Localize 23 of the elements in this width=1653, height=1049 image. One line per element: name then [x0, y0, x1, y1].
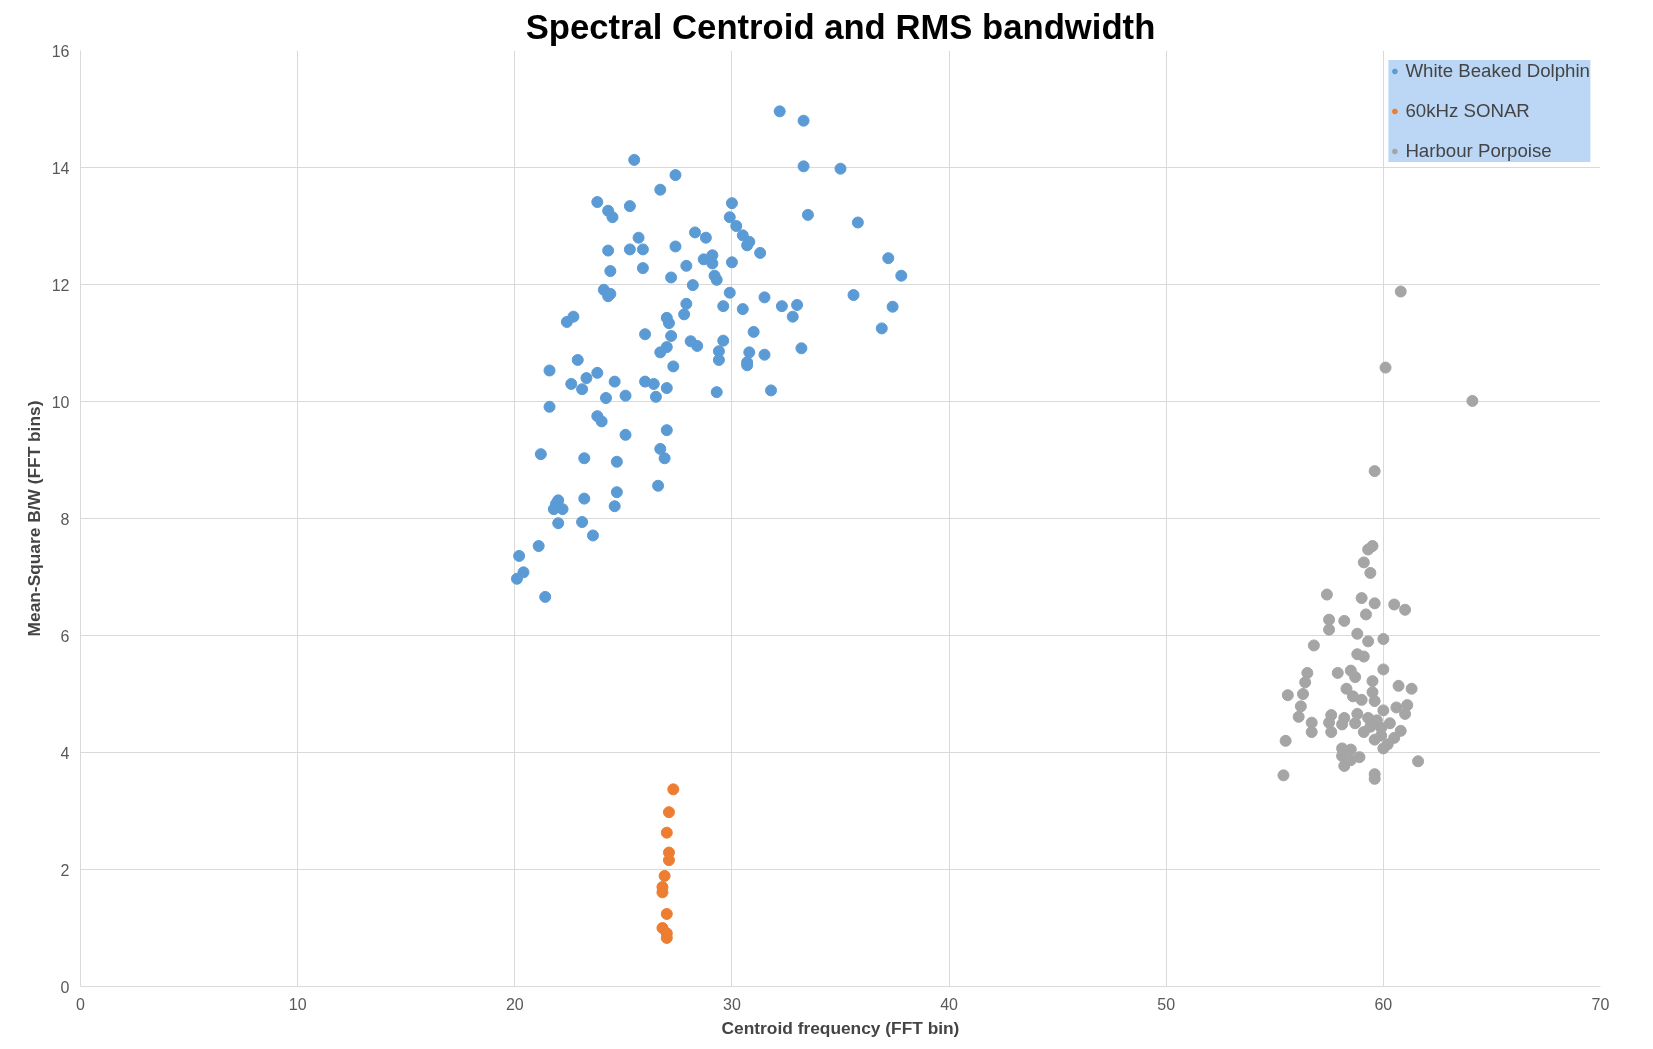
y-tick-label: 10	[51, 393, 70, 411]
x-tick-label: 20	[505, 995, 524, 1013]
y-tick-label: 0	[60, 978, 70, 996]
x-tick-label: 10	[288, 995, 307, 1013]
y-tick-label: 12	[51, 276, 70, 294]
x-tick-label: 30	[723, 995, 741, 1013]
x-tick-label: 70	[1591, 995, 1610, 1013]
legend-label: 60kHz SONAR	[1405, 100, 1530, 122]
y-axis-title: Mean-Square B/W (FFT bins)	[23, 400, 44, 637]
y-tick-label: 8	[60, 510, 70, 528]
y-tick-label: 2	[60, 861, 70, 879]
legend-label: Harbour Porpoise	[1405, 140, 1552, 162]
x-tick-label: 40	[940, 995, 959, 1013]
y-tick-label: 6	[60, 627, 70, 645]
chart-title: Spectral Centroid and RMS bandwidth	[525, 7, 1156, 46]
x-axis-title: Centroid frequency (FFT bin)	[721, 1017, 960, 1038]
x-tick-label: 50	[1157, 995, 1176, 1013]
y-tick-label: 16	[51, 42, 70, 60]
y-tick-label: 4	[60, 744, 70, 762]
legend-label: White Beaked Dolphin	[1405, 60, 1590, 82]
y-tick-label: 14	[51, 159, 70, 177]
x-tick-label: 0	[76, 995, 86, 1013]
x-tick-label: 60	[1374, 995, 1393, 1013]
